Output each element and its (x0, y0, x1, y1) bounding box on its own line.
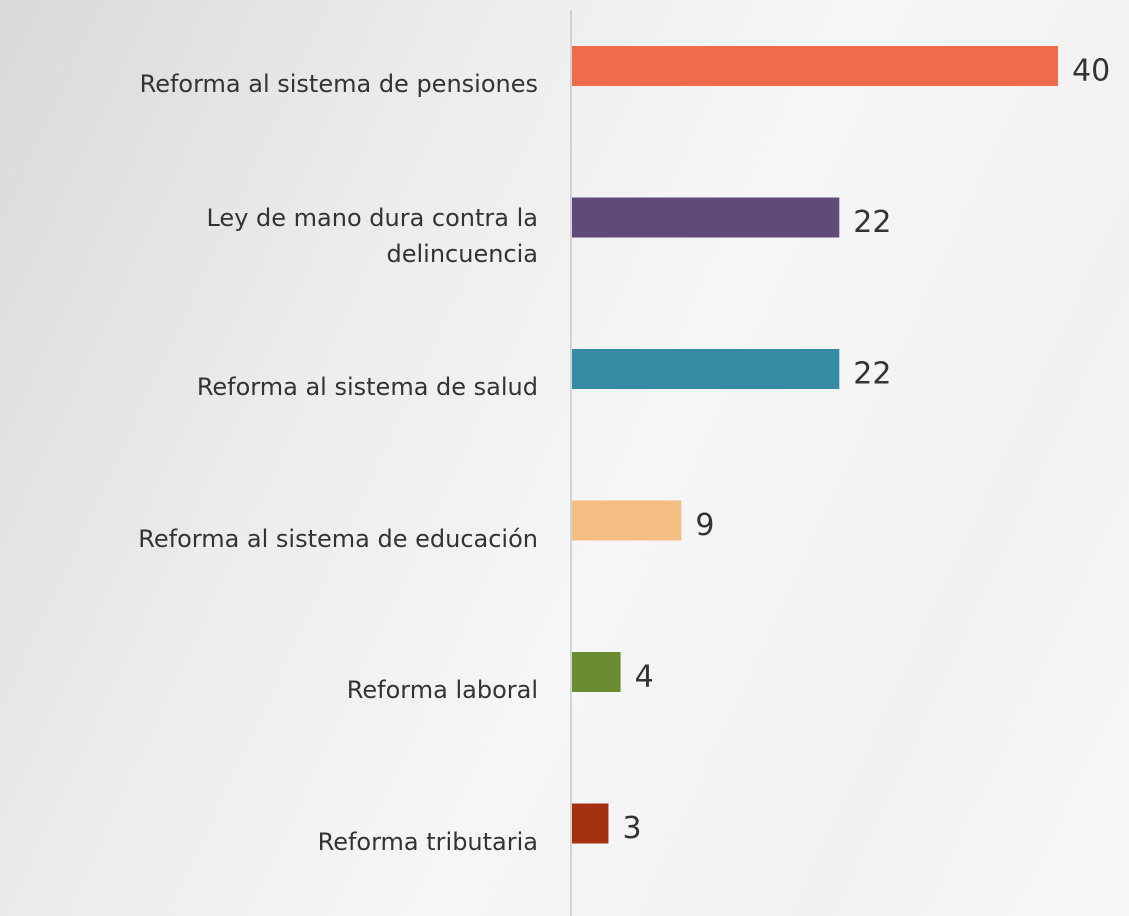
bar (572, 349, 839, 389)
plot: 40 22 22 9 4 3 (0, 0, 1129, 916)
bar (572, 198, 839, 238)
category-label: Reforma al sistema de educación (0, 521, 538, 557)
bar (572, 652, 621, 692)
category-label: Reforma laboral (0, 672, 538, 708)
bar (572, 501, 681, 541)
category-label: Reforma al sistema de salud (0, 369, 538, 405)
category-label: Reforma al sistema de pensiones (0, 66, 538, 102)
value-label: 22 (853, 357, 891, 392)
bar (572, 804, 608, 844)
bar (572, 46, 1058, 86)
value-label: 40 (1072, 54, 1110, 89)
category-label: Reforma tributaria (0, 824, 538, 860)
value-label: 9 (695, 508, 714, 543)
value-label: 4 (635, 660, 654, 695)
chart: 40 22 22 9 4 3 Reforma al sistema de pensione… (0, 0, 1129, 916)
value-label: 22 (853, 205, 891, 240)
category-label: Ley de mano dura contra la delincuencia (0, 200, 538, 272)
value-label: 3 (622, 811, 641, 846)
